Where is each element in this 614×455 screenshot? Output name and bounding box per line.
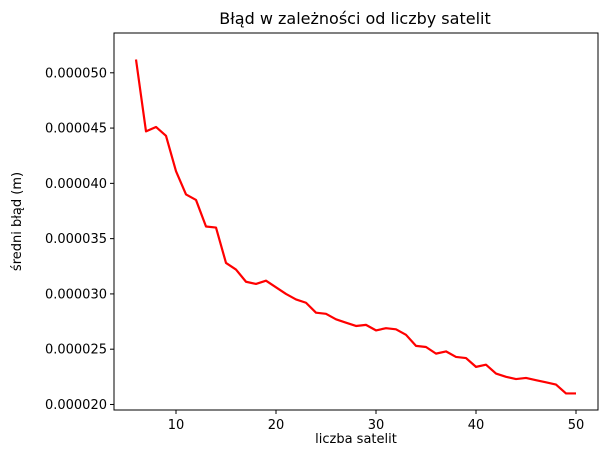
- x-tick-label: 50: [568, 418, 585, 433]
- y-tick-label: 0.000025: [45, 343, 107, 358]
- series-line-0: [134, 59, 576, 395]
- y-tick-label: 0.000040: [45, 177, 107, 192]
- x-axis: 10 20 30 40 50: [168, 410, 585, 433]
- x-tick-label: 20: [268, 418, 285, 433]
- y-tick-label: 0.000050: [45, 66, 107, 81]
- y-tick-label: 0.000030: [45, 287, 107, 302]
- y-tick-label: 0.000045: [45, 122, 107, 137]
- plot-area: [134, 59, 576, 395]
- y-tick-label: 0.000035: [45, 232, 107, 247]
- y-axis: 0.000020 0.000025 0.000030 0.000035 0.000040…: [45, 66, 114, 413]
- x-tick-label: 30: [368, 418, 385, 433]
- x-tick-label: 10: [168, 418, 185, 433]
- x-axis-label: liczba satelit: [315, 432, 397, 447]
- y-tick-label: 0.000020: [45, 398, 107, 413]
- x-tick-label: 40: [468, 418, 485, 433]
- chart-title: Błąd w zależności od liczby satelit: [219, 9, 490, 28]
- plot-frame: [113, 32, 599, 411]
- y-axis-label: średni błąd (m): [10, 172, 25, 271]
